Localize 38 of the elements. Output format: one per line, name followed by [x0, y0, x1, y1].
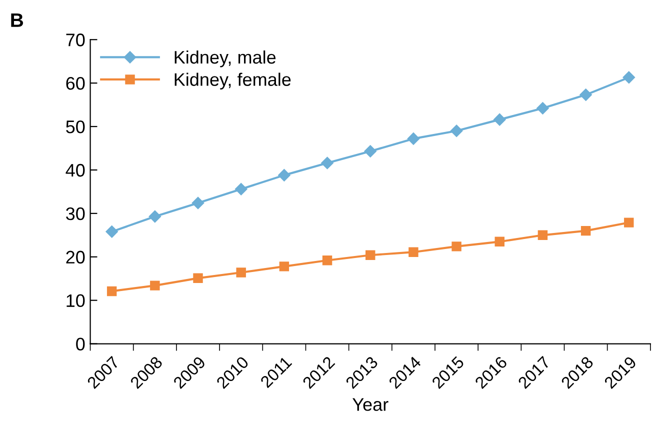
point [192, 196, 204, 210]
point [321, 156, 334, 170]
point [452, 242, 462, 252]
point [580, 88, 592, 101]
point [148, 210, 162, 223]
point [106, 286, 117, 296]
text: B [11, 13, 24, 27]
point [450, 124, 463, 137]
point [494, 236, 504, 247]
point [365, 250, 376, 260]
point [322, 255, 332, 266]
point [536, 102, 549, 114]
point [234, 182, 248, 196]
point [106, 226, 118, 238]
point [278, 169, 290, 182]
x-axis-title: Year [352, 398, 388, 411]
point [150, 280, 160, 290]
y-tick-label: 40 [66, 164, 85, 177]
point [364, 145, 376, 158]
legend-label: Kidney, female [174, 72, 291, 90]
point [494, 113, 506, 126]
y-tick-label: 30 [66, 207, 85, 220]
y-tick-label: 60 [66, 77, 85, 90]
point [279, 262, 290, 272]
point [408, 247, 418, 257]
point [538, 230, 548, 240]
y-tick-label: 50 [66, 120, 85, 134]
y-tick-label: 10 [66, 294, 85, 308]
point [407, 132, 420, 145]
y-tick-label: 70 [66, 34, 85, 46]
point [236, 268, 246, 278]
point [193, 273, 203, 284]
y-tick-label: 20 [66, 250, 85, 264]
point [624, 218, 634, 228]
y-tick-label: 0 [76, 338, 85, 350]
point [580, 226, 591, 236]
legend-label: Kidney, male [174, 50, 276, 68]
point [622, 71, 635, 84]
